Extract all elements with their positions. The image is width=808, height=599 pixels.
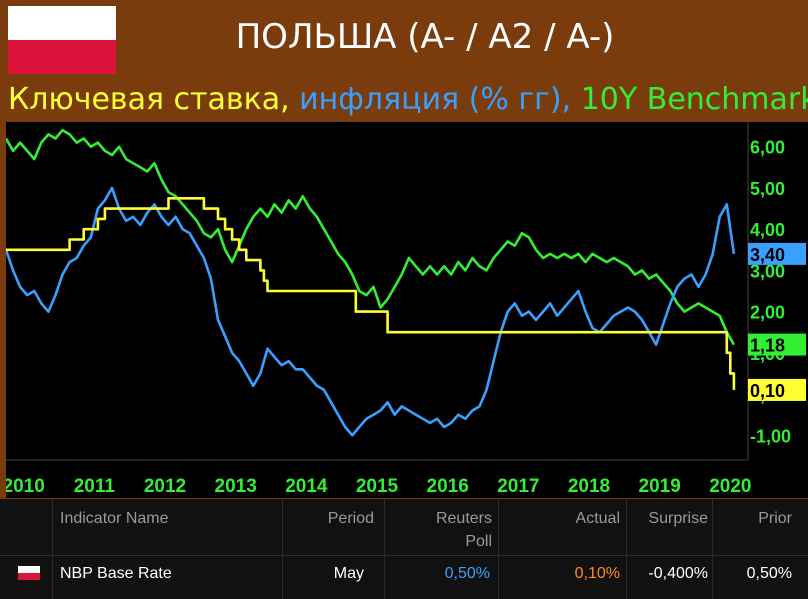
y-tick-label: 6,00 <box>750 138 785 158</box>
line-chart: 6,005,004,003,002,001,000,00-1,002010201… <box>3 122 806 497</box>
last-value-label-2: 0,10 <box>750 381 785 401</box>
table-column-divider <box>712 499 713 599</box>
header-prior: Prior <box>758 510 792 527</box>
x-tick-label: 2012 <box>144 476 186 497</box>
table-column-divider <box>282 499 283 599</box>
last-value-badge-2 <box>748 378 806 401</box>
subtitle-part-benchmark: 10Y Benchmark <box>580 82 808 117</box>
last-value-label-1: 3,40 <box>750 245 785 265</box>
table-column-divider <box>626 499 627 599</box>
last-value-label-0: 1,18 <box>750 336 785 356</box>
poland-flag-icon <box>18 566 40 580</box>
last-value-badge-1 <box>748 242 806 265</box>
subtitle-part-rate: Ключевая ставка, <box>8 82 300 117</box>
row-indicator-name[interactable]: NBP Base Rate <box>60 565 172 582</box>
y-tick-label: 3,00 <box>750 261 785 281</box>
x-tick-label: 2017 <box>497 476 539 497</box>
x-tick-label: 2010 <box>6 476 45 497</box>
y-tick-label: 5,00 <box>750 179 785 199</box>
y-tick-label: 4,00 <box>750 220 785 240</box>
x-tick-label: 2020 <box>709 476 751 497</box>
x-tick-label: 2013 <box>215 476 257 497</box>
page-title: ПОЛЬША (A- / A2 / A-) <box>235 17 615 57</box>
subtitle-part-inflation: инфляция (% гг), <box>299 82 581 117</box>
chart-area: 6,005,004,003,002,001,000,00-1,002010201… <box>3 122 808 498</box>
indicator-table <box>0 499 808 599</box>
header-surprise: Surprise <box>648 510 708 527</box>
table-column-divider <box>52 499 53 599</box>
x-tick-label: 2018 <box>568 476 610 497</box>
header-reuters-poll-line2: Poll <box>465 533 492 550</box>
series-line-0 <box>4 128 736 346</box>
y-tick-label: 2,00 <box>750 303 785 323</box>
last-value-badge-0 <box>748 333 806 356</box>
x-tick-label: 2019 <box>639 476 681 497</box>
table-row-divider <box>0 555 808 556</box>
header-period: Period <box>327 510 374 527</box>
series-line-2 <box>6 197 736 390</box>
x-tick-label: 2014 <box>285 476 328 497</box>
row-actual: 0,10% <box>574 565 620 582</box>
y-tick-label: -1,00 <box>750 426 791 446</box>
table-column-divider <box>498 499 499 599</box>
row-prior: 0,50% <box>746 565 792 582</box>
table-column-divider <box>384 499 385 599</box>
x-tick-label: 2016 <box>427 476 469 497</box>
row-period: May <box>333 565 364 582</box>
header-reuters-poll-line1: Reuters <box>435 510 492 527</box>
chart-subtitle: Ключевая ставка, инфляция (% гг), 10Y Be… <box>8 80 808 120</box>
row-reuters-poll: 0,50% <box>444 565 490 582</box>
series-line-1 <box>4 186 736 437</box>
header-indicator-name: Indicator Name <box>60 510 169 527</box>
x-tick-label: 2011 <box>74 476 116 497</box>
row-surprise: -0,400% <box>648 565 708 582</box>
header-actual: Actual <box>575 510 620 527</box>
x-tick-label: 2015 <box>356 476 399 497</box>
poland-flag-icon <box>8 6 116 74</box>
